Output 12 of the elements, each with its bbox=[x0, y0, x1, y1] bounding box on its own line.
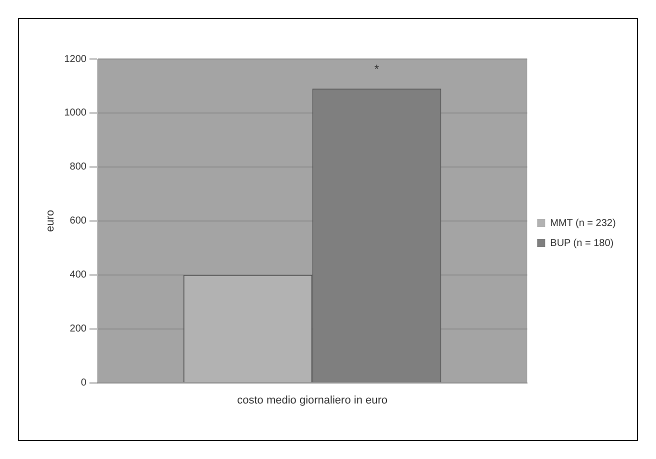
y-axis-title: euro bbox=[44, 210, 57, 232]
y-tick-label: 1000 bbox=[64, 108, 87, 119]
legend-label: BUP (n = 180) bbox=[550, 238, 614, 249]
y-tick-label: 400 bbox=[70, 270, 87, 281]
annotation: * bbox=[374, 62, 380, 76]
y-tick-label: 0 bbox=[80, 378, 87, 389]
y-tick-label: 800 bbox=[70, 162, 87, 173]
y-tick-label: 1200 bbox=[64, 54, 87, 65]
y-tick-label: 200 bbox=[70, 324, 87, 335]
x-tick-label: costo medio giornaliero in euro bbox=[237, 394, 388, 406]
y-tick-label: 600 bbox=[70, 216, 87, 227]
legend-label: MMT (n = 232) bbox=[550, 218, 616, 229]
